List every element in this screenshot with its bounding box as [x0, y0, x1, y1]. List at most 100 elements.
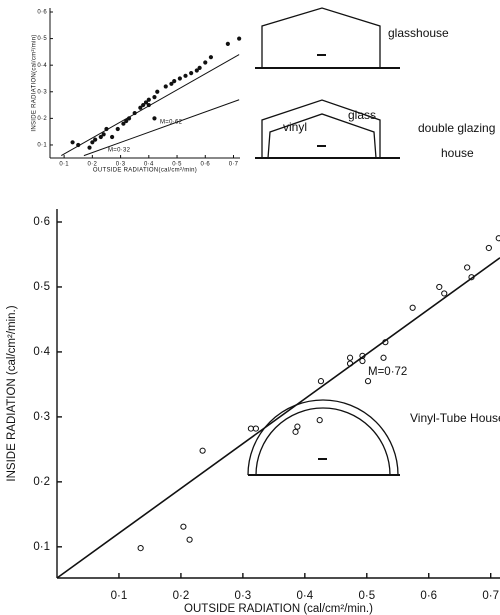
data-point	[183, 73, 188, 78]
tube-outer	[247, 399, 399, 476]
annotation: M=0·72	[368, 366, 407, 378]
data-point	[292, 428, 299, 435]
data-point	[294, 423, 301, 430]
x-tick-label: 0·6	[200, 162, 210, 168]
data-point	[346, 360, 354, 367]
data-point	[146, 102, 151, 108]
data-point	[186, 536, 193, 543]
data-point	[87, 145, 92, 150]
x-tick-label: 0·2	[173, 590, 190, 602]
x-tick-label: 0·5	[358, 590, 375, 602]
data-point	[225, 41, 230, 47]
y-axis-label: INSIDE RADIATION(cal/cm²/min)	[32, 34, 38, 131]
data-point	[137, 545, 144, 552]
x-tick-label: 0·1	[59, 162, 69, 168]
x-tick-label: 0·2	[88, 162, 98, 168]
data-point	[101, 132, 106, 137]
data-point	[317, 378, 325, 385]
data-point	[252, 425, 259, 432]
x-tick-label: 0·7	[229, 162, 239, 168]
data-point	[364, 378, 372, 385]
y-tick-label: 0·6	[37, 10, 47, 16]
y-tick-label: 0·3	[33, 411, 50, 423]
house-outline	[261, 99, 381, 158]
tube-inner	[255, 407, 391, 476]
y-tick-label: 0·1	[33, 541, 50, 553]
data-point	[90, 140, 95, 145]
data-point	[177, 76, 182, 81]
diagram-label: house	[441, 146, 474, 160]
data-point	[180, 523, 187, 530]
data-point	[152, 116, 157, 121]
data-point	[208, 55, 214, 60]
data-point	[172, 79, 177, 84]
data-point	[132, 110, 137, 116]
data-point	[104, 126, 109, 132]
diagram-label: glasshouse	[388, 26, 449, 40]
x-tick-label: 0·6	[420, 590, 437, 602]
data-point	[464, 264, 471, 271]
data-point	[316, 417, 323, 424]
x-tick-label: 0·5	[172, 162, 182, 168]
data-point	[169, 81, 174, 86]
x-tick-label: 0·3	[235, 590, 252, 602]
glasshouse-diagram: glasshouse	[255, 7, 449, 69]
fit-line	[83, 99, 240, 157]
chart: 0·1 0·2 0·3 0·4 0·5 0·6 0·70·10·20·30·40·50·6O…	[6, 209, 500, 615]
x-axis-label: OUTSIDE RADIATION(cal/cm²/min)	[93, 168, 197, 174]
data-point	[155, 89, 160, 94]
y-tick-label: 0·5	[33, 281, 50, 293]
data-point	[115, 126, 120, 132]
data-point	[237, 36, 242, 41]
diagram-label: glass	[348, 108, 376, 122]
inner-outline	[267, 113, 377, 159]
data-point	[93, 137, 98, 142]
fit-line	[56, 257, 500, 579]
data-point	[197, 65, 202, 70]
data-point	[141, 102, 146, 108]
x-tick-label: 0·4	[144, 162, 154, 168]
data-point	[126, 116, 132, 121]
data-point	[70, 140, 75, 145]
y-tick-label: 0·4	[33, 346, 50, 358]
y-tick-label: 0·2	[33, 476, 50, 488]
house-outline	[261, 7, 381, 68]
y-tick-label: 0·2	[37, 116, 47, 122]
data-point	[409, 304, 416, 311]
data-point	[380, 354, 387, 361]
vinyl-tube-diagram: Vinyl-Tube House	[247, 399, 500, 476]
data-point	[143, 100, 149, 105]
data-point	[110, 134, 115, 140]
data-point	[138, 105, 143, 110]
x-tick-label: 0·4	[297, 590, 314, 602]
data-point	[146, 97, 151, 102]
data-point	[124, 118, 129, 124]
y-tick-label: 0·1	[37, 143, 47, 149]
data-point	[189, 71, 194, 76]
data-point	[359, 357, 366, 365]
diagram-label: double glazing	[418, 121, 495, 135]
y-axis-label: INSIDE RADIATION (cal/cm²/min.)	[6, 305, 18, 481]
y-tick-label: 0·5	[37, 36, 47, 42]
data-point	[382, 339, 389, 346]
data-point	[194, 68, 199, 73]
annotation: M=0·62	[160, 120, 183, 126]
x-tick-label: 0·3	[116, 162, 126, 168]
diagram-label: Vinyl-Tube House	[410, 411, 500, 425]
diagram-label: vinyl	[283, 120, 307, 134]
data-point	[247, 425, 255, 432]
data-point	[346, 354, 354, 361]
chart: 0·1 0·2 0·3 0·4 0·5 0·6 0·70·10·20·30·40·50·6O…	[32, 8, 242, 174]
x-tick-label: 0·7	[482, 590, 499, 602]
data-point	[76, 142, 81, 148]
data-point	[152, 94, 157, 100]
data-point	[485, 244, 492, 252]
data-point	[436, 283, 443, 291]
data-point	[495, 235, 500, 242]
double-glazing-diagram: glass vinyl double glazing house	[255, 99, 495, 160]
data-point	[199, 447, 206, 454]
annotation: M=0·32	[108, 148, 131, 154]
data-point	[163, 84, 168, 89]
